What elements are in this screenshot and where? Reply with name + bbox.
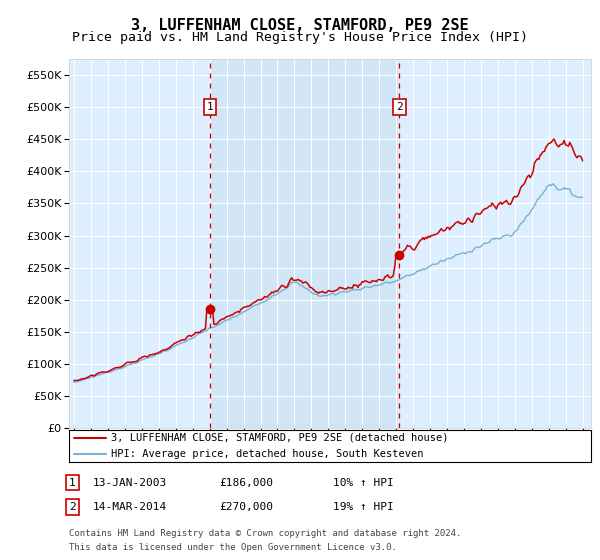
Bar: [211, 59, 400, 428]
Text: 3, LUFFENHAM CLOSE, STAMFORD, PE9 2SE (detached house): 3, LUFFENHAM CLOSE, STAMFORD, PE9 2SE (d…: [111, 433, 448, 443]
Text: £186,000: £186,000: [219, 478, 273, 488]
Text: £270,000: £270,000: [219, 502, 273, 512]
Text: Contains HM Land Registry data © Crown copyright and database right 2024.: Contains HM Land Registry data © Crown c…: [69, 529, 461, 538]
Text: 1: 1: [69, 478, 76, 488]
Text: 1: 1: [207, 102, 214, 112]
Text: 3, LUFFENHAM CLOSE, STAMFORD, PE9 2SE: 3, LUFFENHAM CLOSE, STAMFORD, PE9 2SE: [131, 18, 469, 33]
Text: HPI: Average price, detached house, South Kesteven: HPI: Average price, detached house, Sout…: [111, 449, 423, 459]
Text: Price paid vs. HM Land Registry's House Price Index (HPI): Price paid vs. HM Land Registry's House …: [72, 31, 528, 44]
Text: 2: 2: [69, 502, 76, 512]
Text: 2: 2: [396, 102, 403, 112]
Text: 19% ↑ HPI: 19% ↑ HPI: [333, 502, 394, 512]
Text: 14-MAR-2014: 14-MAR-2014: [93, 502, 167, 512]
Text: 10% ↑ HPI: 10% ↑ HPI: [333, 478, 394, 488]
Text: This data is licensed under the Open Government Licence v3.0.: This data is licensed under the Open Gov…: [69, 543, 397, 552]
Text: 13-JAN-2003: 13-JAN-2003: [93, 478, 167, 488]
